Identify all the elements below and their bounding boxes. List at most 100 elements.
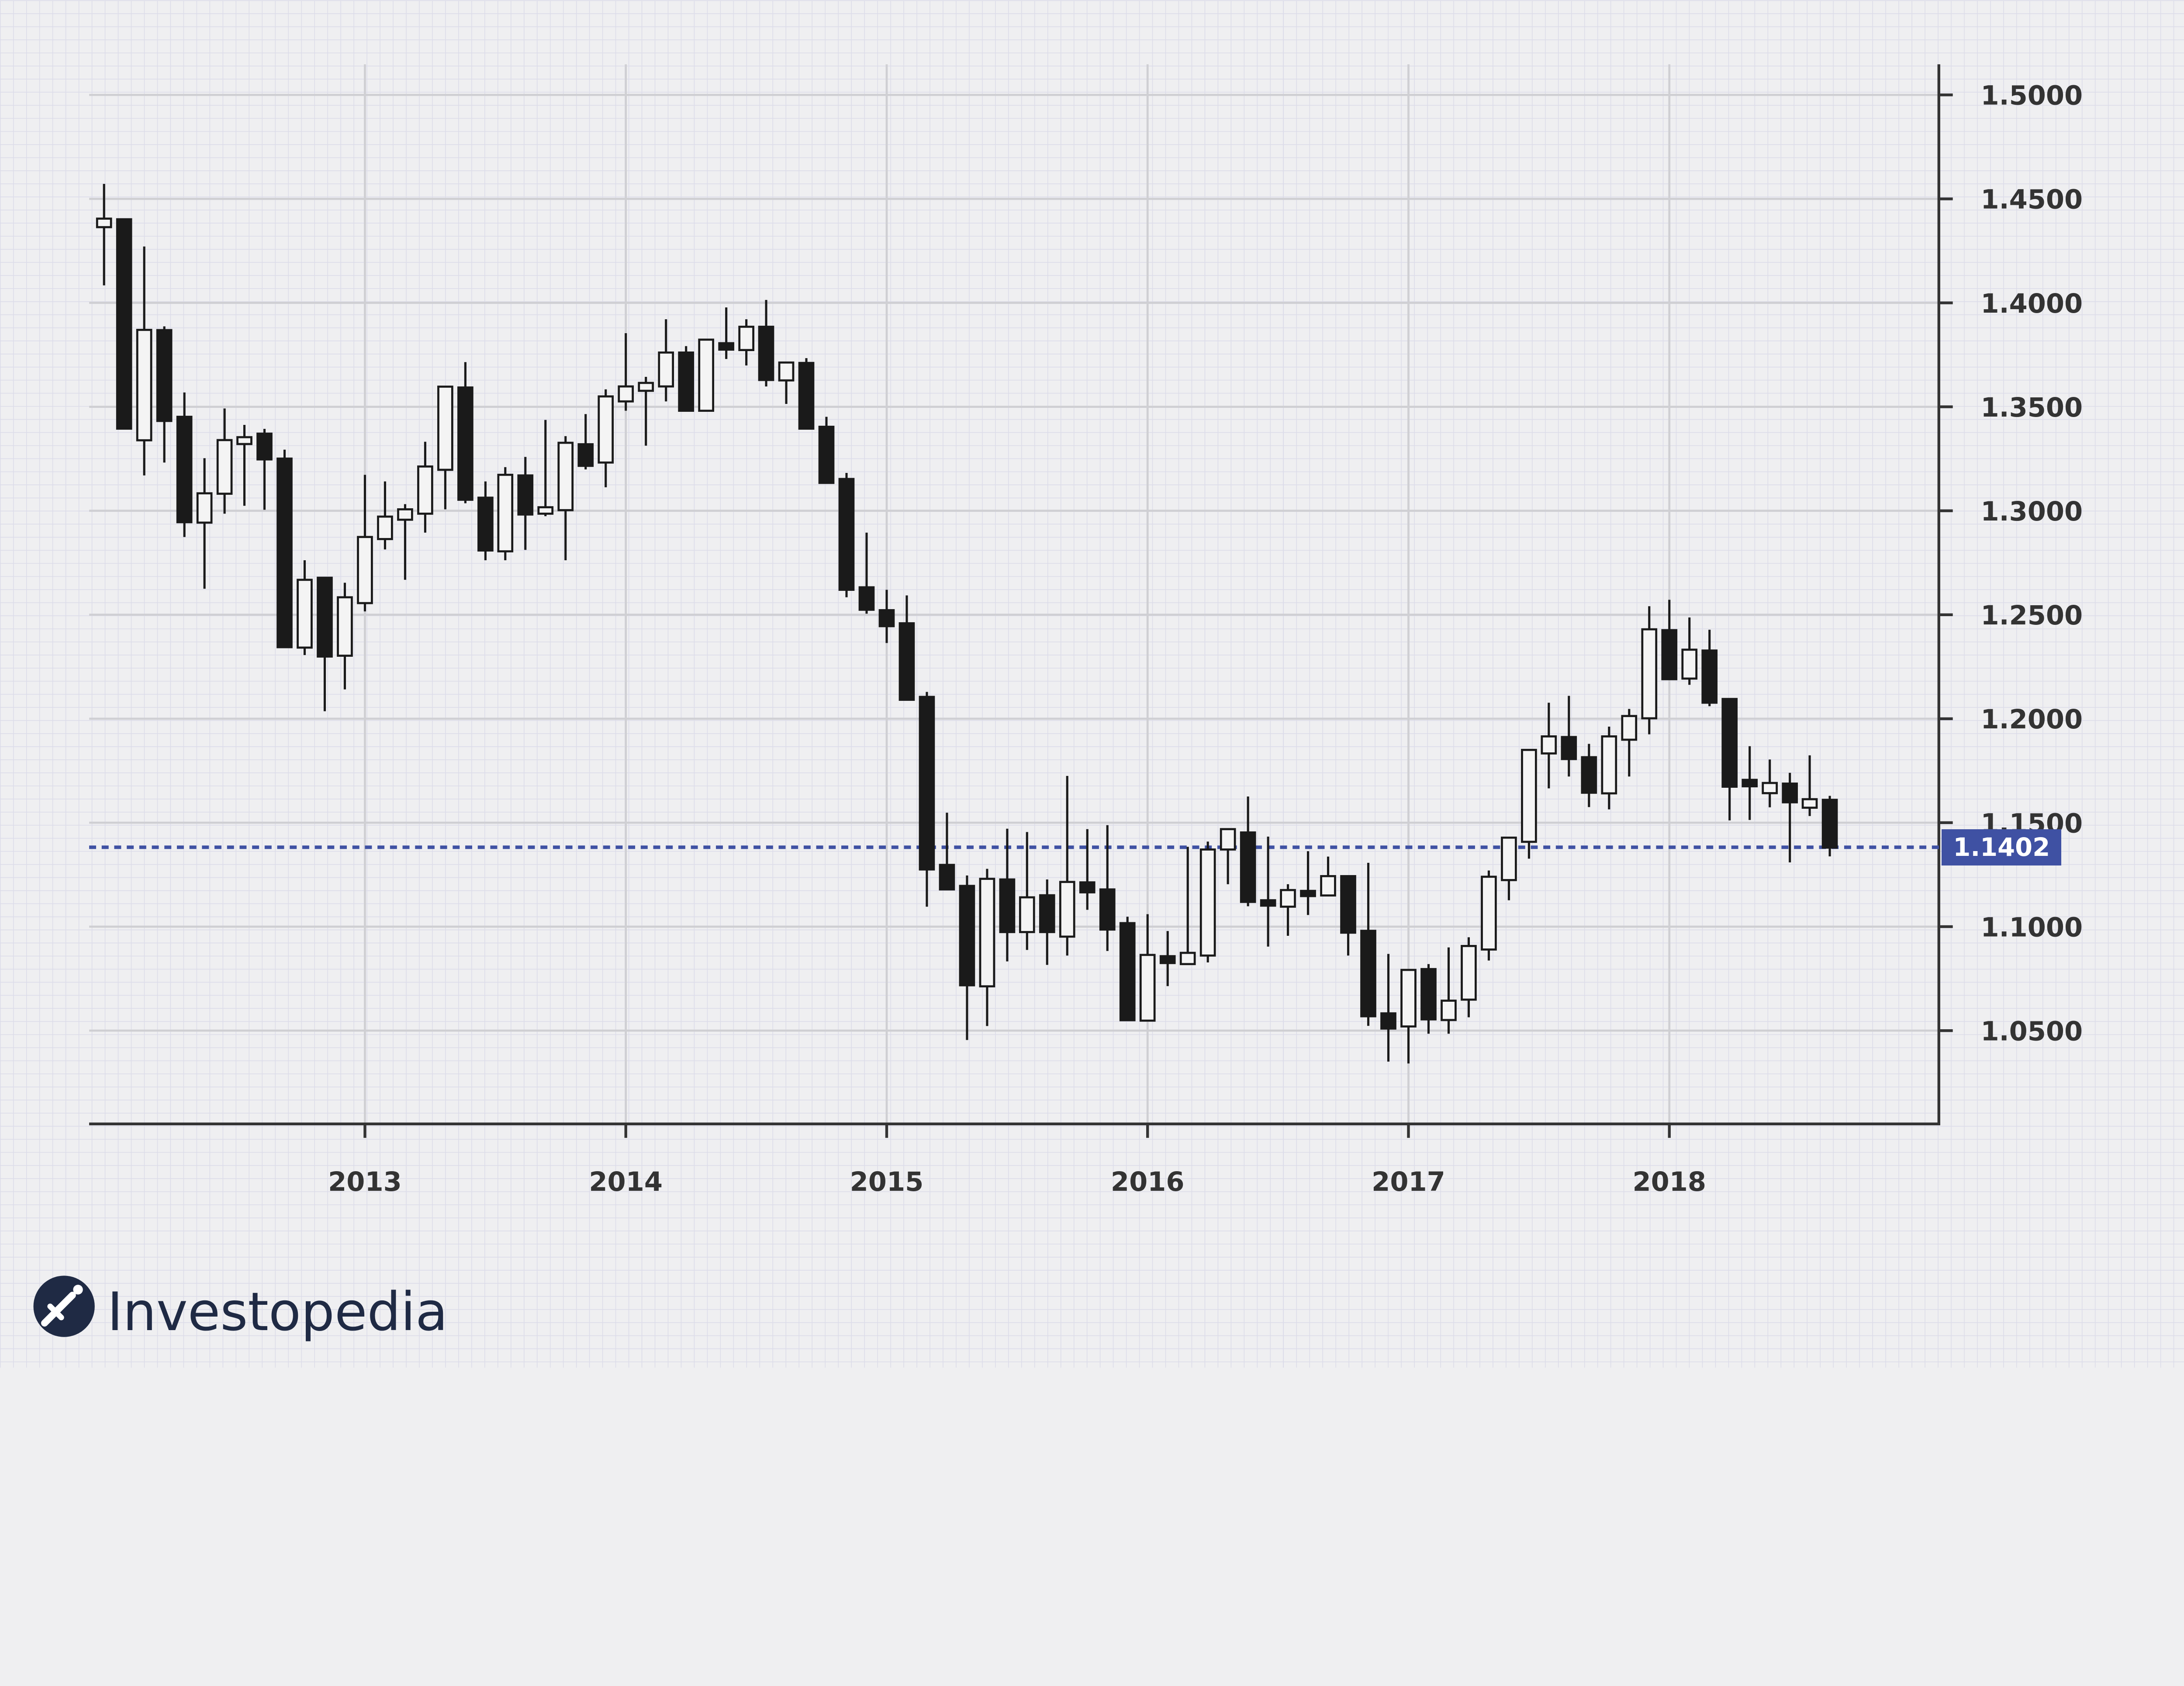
candle-body [1641,628,1658,720]
candle-body [979,878,995,988]
candle-down [1821,796,1838,857]
candle-up [1441,947,1457,1034]
candle-body [276,457,293,648]
candle-up [698,338,715,412]
candle-body [798,362,815,430]
candle-up [236,425,252,506]
candle-down [1300,851,1316,915]
candle-body [317,576,333,658]
candle-up [1801,755,1818,816]
candle-body [1762,782,1778,794]
candle-up [397,504,413,580]
candle-down [818,417,835,484]
candle-up [136,246,152,476]
candle-body [1621,715,1638,741]
candle-down [1099,825,1116,951]
candle-down [256,429,273,510]
candle-down [1701,630,1718,707]
candle-body [878,609,895,628]
candle-body [156,329,173,422]
candle-body [1661,629,1678,680]
candle-body [838,478,855,591]
candles [96,184,1838,1064]
candle-body [1801,798,1818,809]
candle-down [517,457,534,550]
candle-body [437,386,453,471]
candle-body [397,508,413,521]
candle-down [858,532,875,614]
y-tick-label: 1.3500 [1980,393,2083,423]
candle-down [156,326,173,463]
candle-body [1059,881,1075,938]
candle-down [838,473,855,597]
candle-down [1079,829,1095,910]
candle-up [1400,969,1417,1064]
candle-down [1260,836,1276,947]
candle-body [1360,930,1376,1017]
x-tick-label: 2015 [850,1167,924,1197]
candle-body [517,474,534,516]
candle-down [1782,772,1798,862]
candle-body [1380,1012,1396,1030]
candle-down [317,576,333,711]
candle-body [1601,735,1617,795]
candle-up [216,408,233,514]
candle-up [1280,884,1296,936]
candle-body [1079,881,1095,893]
candle-body [1521,748,1537,843]
candle-body [1260,899,1276,907]
candle-up [1681,617,1698,685]
y-tick-label: 1.5000 [1980,81,2083,111]
candle-body [1400,969,1417,1028]
candle-body [919,696,935,871]
candle-up [1521,748,1537,859]
candle-body [939,864,955,891]
candle-body [658,351,674,388]
candle-up [1199,841,1216,962]
candle-up [1762,759,1778,807]
candle-body [497,473,514,552]
candle-body [598,395,614,464]
candle-down [1360,862,1376,1026]
candle-up [337,583,353,690]
brand-name: Investopedia [107,1281,448,1343]
chart-container: 1.5000 1.4500 1.4000 1.3500 1.3000 1.2500 1.20… [0,0,2184,1368]
y-tick-label: 1.1000 [1980,912,2083,943]
candle-body [959,885,975,986]
candle-up [557,436,574,561]
candle-body [1541,735,1557,755]
candle-down [1159,931,1176,986]
candle-body [1220,828,1236,851]
candle-down [959,875,975,1040]
y-tick-label: 1.3000 [1980,496,2083,527]
candle-body [1782,783,1798,803]
x-tick-label: 2017 [1372,1167,1445,1197]
candle-body [196,492,213,524]
candle-down [1380,954,1396,1062]
candle-body [457,386,473,501]
candle-body [758,325,774,381]
candle-body [1199,848,1216,957]
candle-down [999,828,1016,962]
candle-body [618,385,634,403]
axis-ticks: 1.5000 1.4500 1.4000 1.3500 1.3000 1.2500 1.20… [328,81,2083,1197]
candle-body [738,325,754,352]
candle-down [1661,600,1678,680]
current-price-label: 1.1402 [1953,832,2050,862]
candle-body [176,416,193,524]
brand-logo: Investopedia [33,1276,448,1343]
candle-down [477,481,494,561]
candle-body [1481,876,1497,951]
candle-body [256,432,273,461]
candle-up [638,377,654,446]
candle-up [537,420,554,517]
y-tick-label: 1.4000 [1980,289,2083,319]
candle-up [1601,726,1617,810]
candle-body [377,515,393,540]
candle-down [1721,698,1738,821]
candle-up [778,361,795,404]
x-tick-label: 2018 [1632,1167,1706,1197]
y-tick-label: 1.2000 [1980,704,2083,735]
candle-down [939,813,955,891]
candle-body [116,218,132,430]
